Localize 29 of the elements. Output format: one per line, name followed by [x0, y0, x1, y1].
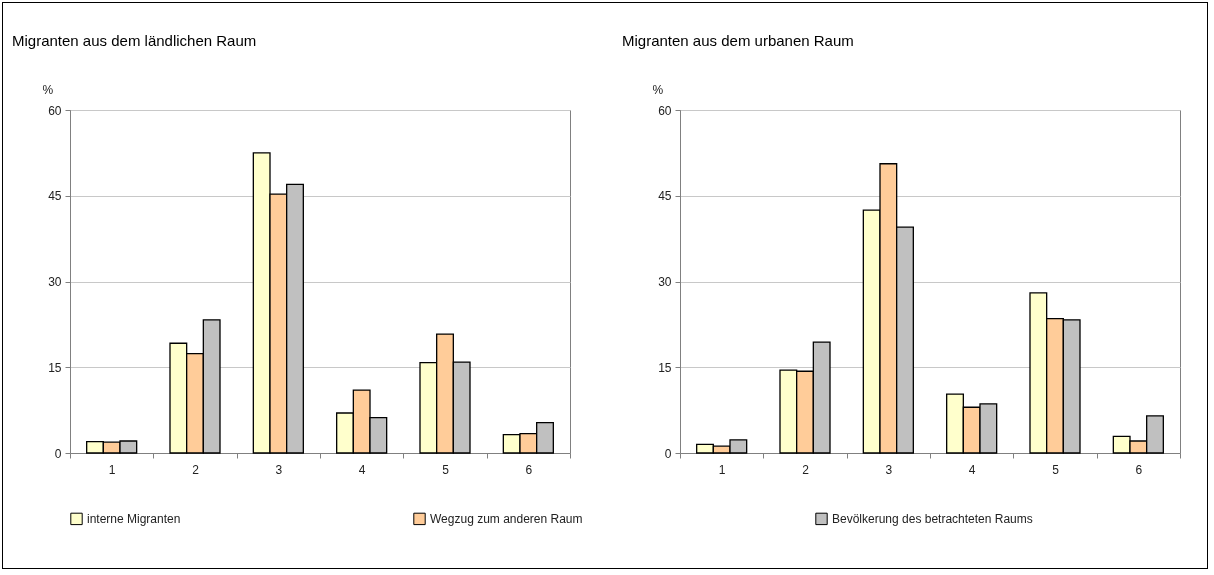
x-tick-label: 1	[718, 462, 726, 477]
x-tick-label: 6	[525, 462, 533, 477]
y-tick-label: 15	[658, 360, 672, 375]
x-tick-label: 2	[802, 462, 810, 477]
y-tick-label: 45	[48, 189, 62, 204]
y-tick-label: 0	[54, 446, 62, 461]
x-tick-label: 2	[192, 462, 200, 477]
chart-title: Migranten aus dem urbanen Raum	[622, 32, 854, 49]
x-tick-label: 4	[968, 462, 976, 477]
x-tick-label: 1	[108, 462, 116, 477]
x-tick-label: 5	[442, 462, 450, 477]
y-tick-label: 30	[658, 275, 672, 289]
legend-label: Bevölkerung des betrachteten Raums	[832, 511, 1033, 526]
x-tick-label: 3	[885, 462, 893, 477]
legend-label: interne Migranten	[87, 511, 181, 526]
y-tick-label: 15	[48, 360, 62, 375]
y-axis-title: %	[42, 82, 54, 97]
x-tick-label: 4	[358, 462, 366, 477]
chart-title: Migranten aus dem ländlichen Raum	[12, 32, 257, 49]
y-tick-label: 0	[664, 446, 672, 461]
y-tick-label: 60	[48, 103, 62, 118]
x-tick-label: 6	[1135, 462, 1143, 477]
legend-label: Wegzug zum anderen Raum	[430, 511, 583, 526]
y-tick-label: 30	[48, 275, 62, 289]
x-tick-label: 5	[1052, 462, 1060, 477]
y-tick-label: 60	[658, 103, 672, 118]
y-axis-title: %	[652, 82, 664, 97]
x-tick-label: 3	[275, 462, 283, 477]
y-tick-label: 45	[658, 189, 672, 204]
